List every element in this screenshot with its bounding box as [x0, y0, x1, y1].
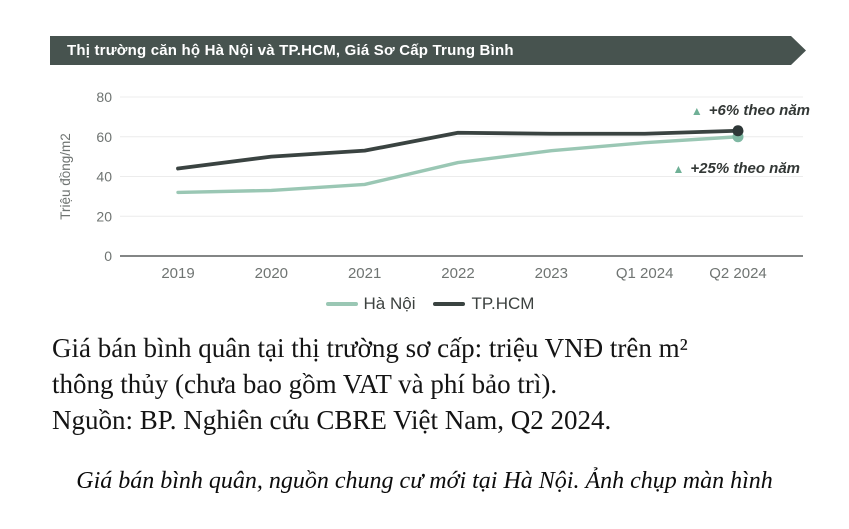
caption-line-2: thông thủy (chưa bao gồm VAT và phí bảo …: [52, 369, 558, 399]
chart-caption: Giá bán bình quân tại thị trường sơ cấp:…: [52, 330, 820, 438]
legend-item-hanoi: Hà Nội: [325, 294, 416, 314]
y-tick-label: 40: [96, 169, 112, 185]
y-tick-label: 60: [96, 129, 112, 145]
legend-label-hanoi: Hà Nội: [363, 294, 416, 313]
triangle-up-icon: ▲: [672, 161, 685, 176]
annotation-hanoi-growth: ▲ +25% theo năm: [672, 160, 800, 177]
triangle-up-icon: ▲: [690, 103, 703, 118]
series-line-Hà Nội: [176, 135, 740, 195]
x-tick-label: Q1 2024: [616, 265, 674, 282]
legend-item-hcmc: TP.HCM: [433, 294, 534, 314]
y-axis-title: Triệu đồng/m2: [58, 133, 73, 220]
series-end-marker-TP.HCM: [732, 125, 744, 137]
x-tick-label: Q2 2024: [709, 265, 767, 282]
x-tick-label: 2019: [161, 265, 194, 282]
chart-container: 0 20 40 60 80 Triệu đồng/m2 2019 2020 2021 2022 20…: [50, 80, 810, 325]
annotation-hanoi-growth-label: +25% theo năm: [690, 160, 800, 177]
x-tick-label: 2022: [441, 265, 474, 282]
x-tick-label: 2020: [255, 265, 288, 282]
annotation-hcm-growth-label: +6% theo năm: [708, 102, 810, 119]
y-tick-label: 80: [96, 89, 112, 105]
caption-source-line: Nguồn: BP. Nghiên cứu CBRE Việt Nam, Q2 …: [52, 405, 612, 435]
x-tick-label: 2021: [348, 265, 381, 282]
series-line-TP.HCM: [176, 128, 740, 171]
chart-title-banner: Thị trường căn hộ Hà Nội và TP.HCM, Giá …: [50, 36, 806, 65]
image-caption: Giá bán bình quân, nguồn chung cư mới tạ…: [76, 468, 773, 494]
caption-line-1: Giá bán bình quân tại thị trường sơ cấp:…: [52, 333, 688, 363]
y-tick-label: 20: [96, 208, 112, 224]
hcmc-line-swatch: [433, 302, 466, 306]
chart-legend: Hà Nội TP.HCM: [50, 294, 810, 314]
chart-title: Thị trường căn hộ Hà Nội và TP.HCM, Giá …: [67, 42, 514, 59]
y-tick-label: 0: [104, 248, 112, 264]
hanoi-line-swatch: [325, 302, 358, 306]
legend-label-hcmc: TP.HCM: [471, 294, 535, 313]
x-tick-label: 2023: [535, 265, 568, 282]
price-chart: 0 20 40 60 80 Triệu đồng/m2 2019 2020 2021 2022 20…: [58, 89, 803, 282]
annotation-hcm-growth: ▲ +6% theo năm: [691, 102, 810, 119]
